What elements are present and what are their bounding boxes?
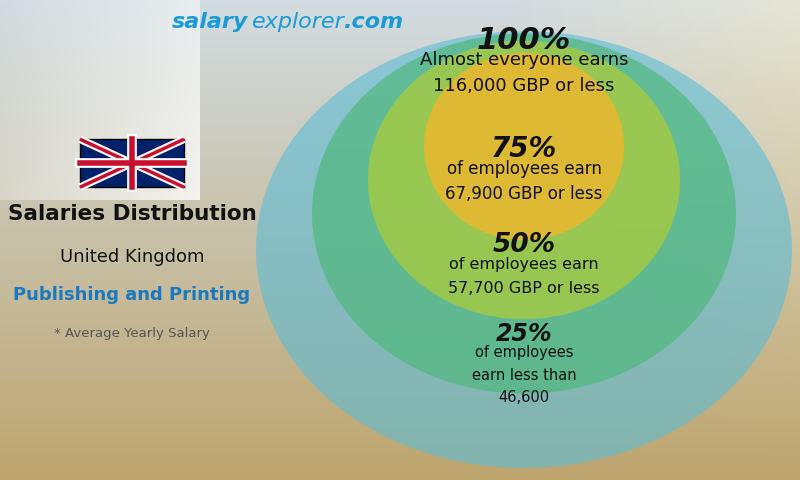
Text: salary: salary xyxy=(172,12,248,32)
Text: 25%: 25% xyxy=(496,322,552,346)
Text: earn less than: earn less than xyxy=(472,368,576,383)
Text: of employees: of employees xyxy=(474,345,574,360)
Text: 50%: 50% xyxy=(493,232,555,258)
Text: Publishing and Printing: Publishing and Printing xyxy=(14,286,250,304)
Text: .com: .com xyxy=(344,12,404,32)
Text: 116,000 GBP or less: 116,000 GBP or less xyxy=(434,77,614,96)
Text: * Average Yearly Salary: * Average Yearly Salary xyxy=(54,327,210,340)
Ellipse shape xyxy=(256,31,792,468)
Text: explorer: explorer xyxy=(252,12,345,32)
Text: United Kingdom: United Kingdom xyxy=(60,248,204,266)
Text: 57,700 GBP or less: 57,700 GBP or less xyxy=(448,281,600,296)
Ellipse shape xyxy=(368,41,680,319)
Text: Almost everyone earns: Almost everyone earns xyxy=(420,51,628,69)
Ellipse shape xyxy=(312,34,736,394)
Ellipse shape xyxy=(424,53,624,240)
Text: Salaries Distribution: Salaries Distribution xyxy=(8,204,256,224)
FancyBboxPatch shape xyxy=(80,139,184,187)
Text: of employees earn: of employees earn xyxy=(449,257,599,272)
Text: 67,900 GBP or less: 67,900 GBP or less xyxy=(446,185,602,203)
Text: 100%: 100% xyxy=(477,26,571,55)
Text: of employees earn: of employees earn xyxy=(446,160,602,178)
Text: 75%: 75% xyxy=(491,135,557,163)
Text: 46,600: 46,600 xyxy=(498,390,550,406)
